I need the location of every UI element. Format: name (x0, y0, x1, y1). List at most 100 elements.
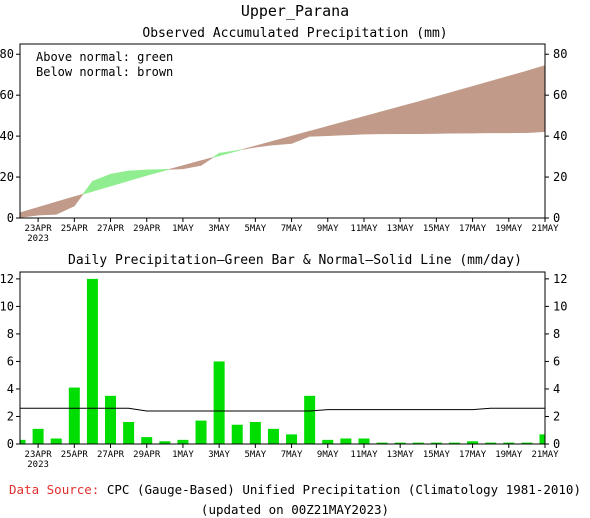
data-source-line: Data Source: CPC (Gauge-Based) Unified P… (0, 482, 590, 497)
daily-precip-bar (50, 438, 62, 444)
top-x-tick-label: 7MAY (281, 224, 303, 234)
bottom-x-tick-label: 9MAY (317, 450, 339, 460)
accumulated-fill-segment (92, 173, 111, 192)
top-y-tick-label: 60 (553, 88, 567, 102)
bottom-y-tick-label: 8 (553, 327, 560, 341)
bottom-y-tick-label: 0 (7, 437, 14, 451)
bottom-x-tick-label: 13MAY (387, 450, 415, 460)
daily-precip-bar (213, 361, 225, 444)
accumulated-fill-segment (110, 170, 129, 187)
bottom-y-tick-label: 0 (553, 437, 560, 451)
bottom-x-tick-label: 25APR (61, 450, 89, 460)
top-x-tick-label: 15MAY (423, 224, 451, 234)
daily-precip-bar (448, 442, 460, 444)
top-y-tick-label: 20 (0, 170, 14, 184)
accumulated-fill-segment (236, 149, 242, 152)
accumulated-fill-segment (128, 169, 148, 182)
daily-precip-bar (503, 442, 515, 444)
daily-precip-bar (412, 442, 424, 444)
bottom-y-tick-label: 12 (0, 272, 14, 286)
accumulated-fill-segment (146, 169, 166, 176)
page-title: Upper_Parana (240, 2, 350, 20)
top-y-tick-label: 20 (553, 170, 567, 184)
accumulated-fill-segment (255, 140, 274, 148)
top-x-year-label: 2023 (27, 234, 49, 244)
bottom-x-year-label: 2023 (27, 460, 49, 470)
daily-precip-bar (68, 387, 80, 444)
top-x-tick-label: 23APR (25, 224, 53, 234)
accumulated-fill-segment (345, 116, 365, 136)
daily-precip-bar (467, 441, 479, 444)
daily-precip-bar (177, 439, 189, 444)
daily-precip-bar (32, 428, 44, 444)
accumulated-fill-segment (508, 70, 528, 134)
legend-below-normal: Below normal: brown (36, 65, 173, 79)
daily-precip-bar (322, 439, 334, 444)
bottom-y-tick-label: 12 (553, 272, 567, 286)
bottom-y-tick-label: 6 (7, 354, 14, 368)
legend-above-normal: Above normal: green (36, 50, 173, 64)
daily-precip-bar (358, 438, 370, 444)
daily-precip-bar (267, 428, 279, 444)
bottom-x-tick-label: 1MAY (172, 450, 194, 460)
accumulated-fill-segment (327, 120, 347, 137)
top-y-tick-label: 40 (553, 129, 567, 143)
accumulated-fill-segment (37, 201, 57, 216)
top-x-tick-label: 5MAY (245, 224, 267, 234)
accumulated-fill-segment (82, 180, 93, 195)
top-x-tick-label: 17MAY (459, 224, 487, 234)
daily-precip-bar (304, 395, 316, 444)
top-x-tick-label: 9MAY (317, 224, 339, 234)
bottom-y-tick-label: 6 (553, 354, 560, 368)
top-y-tick-label: 40 (0, 129, 14, 143)
accumulated-fill-segment (273, 135, 292, 146)
top-x-tick-label: 27APR (97, 224, 125, 234)
accumulated-fill-segment (472, 80, 491, 134)
daily-precip-bar (430, 442, 442, 444)
daily-precip-bar (521, 442, 533, 444)
accumulated-fill-segment (182, 160, 202, 170)
bottom-x-tick-label: 11MAY (350, 450, 378, 460)
accumulated-fill-segment (164, 169, 170, 171)
data-source-text: CPC (Gauge-Based) Unified Precipitation … (106, 482, 581, 497)
bottom-x-tick-label: 27APR (97, 450, 125, 460)
accumulated-fill-segment (291, 130, 310, 144)
bottom-x-tick-label: 19MAY (495, 450, 523, 460)
daily-normal-line (20, 407, 545, 412)
bottom-y-tick-label: 2 (7, 409, 14, 423)
accumulated-fill-segment (381, 106, 401, 135)
accumulated-fill-segment (309, 125, 329, 137)
accumulated-fill-segment (19, 206, 39, 218)
accumulated-fill-segment (363, 111, 383, 135)
accumulated-fill-segment (55, 196, 75, 215)
bottom-y-tick-label: 10 (553, 299, 567, 313)
accumulated-fill-segment (241, 145, 256, 150)
updated-note: (updated on 00Z21MAY2023) (200, 502, 390, 517)
bottom-y-tick-label: 2 (553, 409, 560, 423)
top-x-tick-label: 25APR (61, 224, 89, 234)
accumulated-fill-segment (399, 101, 419, 134)
daily-precip-bar (286, 434, 298, 444)
daily-precip-bar (86, 278, 98, 444)
top-x-tick-label: 19MAY (495, 224, 523, 234)
daily-precip-bar (195, 420, 207, 444)
top-y-tick-label: 80 (553, 47, 567, 61)
bottom-x-tick-label: 7MAY (281, 450, 303, 460)
bottom-x-tick-label: 15MAY (423, 450, 451, 460)
top-x-tick-label: 3MAY (208, 224, 230, 234)
bottom-y-tick-label: 4 (7, 382, 14, 396)
bottom-x-tick-label: 29APR (133, 450, 161, 460)
accumulated-fill-segment (526, 65, 546, 133)
daily-precip-bar (485, 442, 497, 444)
top-y-tick-label: 80 (0, 47, 14, 61)
accumulated-fill-segment (436, 91, 455, 134)
bottom-y-tick-label: 4 (553, 382, 560, 396)
daily-precip-bar (231, 424, 243, 444)
accumulated-fill-segment (490, 75, 510, 134)
accumulated-fill-segment (417, 96, 437, 134)
accumulated-fill-segment (74, 193, 84, 207)
daily-precip-bar (376, 442, 388, 444)
top-x-tick-label: 21MAY (531, 224, 559, 234)
bottom-x-tick-label: 3MAY (208, 450, 230, 460)
